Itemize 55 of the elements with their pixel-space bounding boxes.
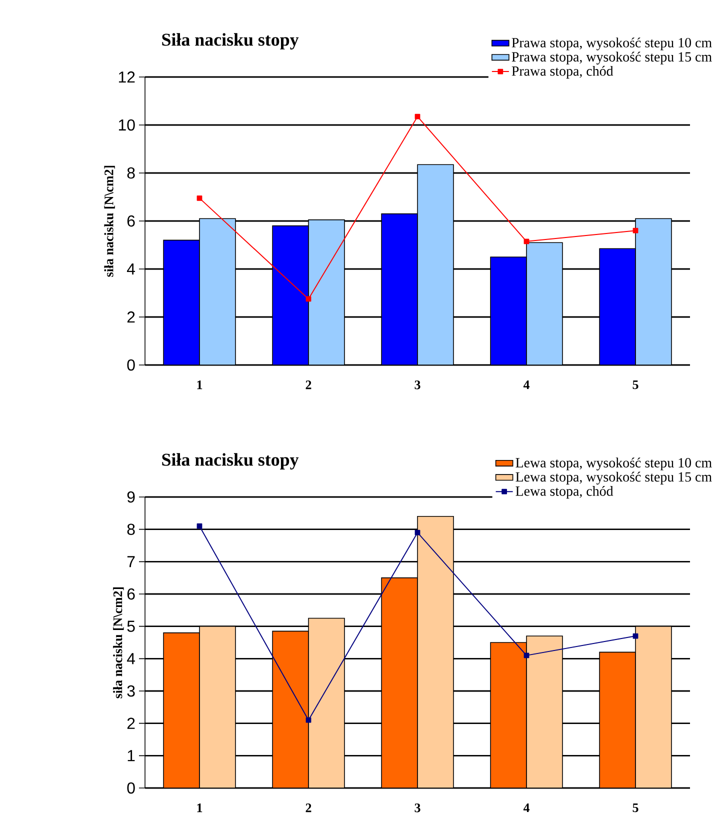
- point: [196, 523, 202, 529]
- y-tick-label: 5: [127, 620, 135, 632]
- point: [524, 238, 530, 244]
- legend-label: Prawa stopa, wysokość stepu 15 cm: [512, 52, 712, 64]
- y-tick-label: 8: [127, 167, 135, 179]
- y-tick-label: 9: [127, 491, 135, 503]
- x-tick-label: 4: [523, 380, 530, 390]
- chart-title: Siła nacisku stopy: [162, 453, 299, 470]
- bar: [599, 652, 636, 788]
- point: [524, 652, 530, 658]
- x-tick-label: 2: [306, 380, 312, 390]
- y-tick-label: 4: [126, 264, 136, 274]
- point: [196, 196, 202, 201]
- y-tick-label: 3: [127, 685, 135, 697]
- y-tick-label: 0: [127, 359, 135, 371]
- y-axis-title: siła nacisku [N\cm2]: [104, 166, 115, 277]
- y-tick-label: 6: [127, 588, 135, 600]
- y-tick-label: 2: [127, 718, 135, 729]
- point: [414, 114, 420, 120]
- y-tick-label: 6: [127, 215, 135, 227]
- legend-label: Lewa stopa, wysokość stepu 15 cm: [516, 472, 712, 485]
- bar: [381, 577, 418, 788]
- x-tick-label: 1: [197, 804, 202, 812]
- legend-label: Prawa stopa, wysokość stepu 10 cm: [512, 38, 712, 50]
- legend-label: Lewa stopa, wysokość stepu 10 cm: [516, 458, 712, 470]
- x-tick-label: 3: [414, 380, 420, 390]
- bar: [635, 626, 672, 788]
- legend-label: Lewa stopa, chód: [516, 486, 614, 499]
- y-tick-label: 2: [127, 311, 135, 323]
- y-tick-label: 8: [127, 524, 135, 535]
- point: [414, 530, 420, 536]
- bar: [200, 626, 236, 788]
- x-tick-label: 4: [523, 804, 530, 812]
- bar: [164, 632, 200, 788]
- y-axis-title: siła nacisku [N\cm2]: [113, 587, 124, 698]
- x-tick-label: 1: [197, 380, 202, 390]
- y-tick-label: 7: [127, 556, 135, 568]
- y-tick-label: 1: [128, 750, 135, 762]
- y-tick-label: 12: [118, 71, 135, 83]
- bar: [526, 636, 563, 788]
- point: [306, 717, 312, 723]
- bar: [417, 516, 454, 788]
- bar: [272, 630, 309, 788]
- y-tick-label: 4: [126, 653, 136, 664]
- x-tick-label: 5: [632, 804, 638, 812]
- y-tick-label: 0: [127, 782, 135, 794]
- x-tick-label: 3: [414, 804, 420, 812]
- point: [632, 228, 638, 234]
- y-tick-label: 10: [118, 119, 135, 131]
- chart-title: Siła nacisku stopy: [162, 33, 299, 50]
- x-tick-label: 2: [306, 804, 312, 812]
- legend-label: Prawa stopa, chód: [512, 66, 614, 79]
- x-tick-label: 5: [632, 380, 638, 390]
- bar: [490, 642, 527, 788]
- bar: [308, 618, 345, 788]
